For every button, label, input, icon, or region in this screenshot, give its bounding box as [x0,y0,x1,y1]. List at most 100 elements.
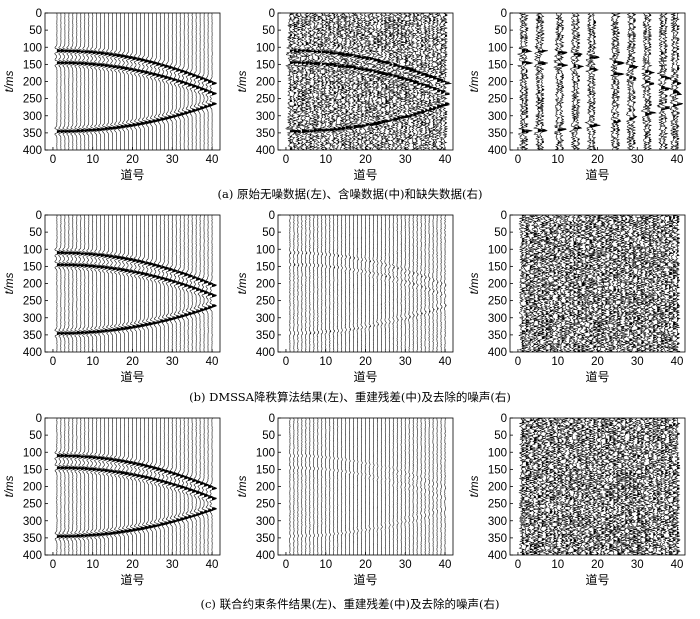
trace-26 [153,418,162,555]
trace-25 [149,13,158,150]
trace-28 [392,13,405,150]
y-tick-label: 300 [488,111,507,123]
y-tick-label: 200 [23,77,42,89]
trace-9 [549,418,558,555]
trace-fill-29 [633,422,637,555]
wiggle-traces [54,418,217,555]
trace-fill-30 [172,472,177,523]
trace-28 [161,418,170,555]
trace-fill-11 [561,20,568,150]
y-tick-label: 350 [488,128,507,140]
y-tick-label: 150 [23,261,42,273]
trace-27 [157,13,166,150]
trace-7 [312,418,315,555]
trace-fill-32 [413,13,420,150]
trace-fill-37 [665,216,668,348]
trace-20 [593,418,601,555]
y-axis-label: t/ms [237,272,249,294]
trace-15 [344,215,347,352]
y-tick-label: 400 [256,550,275,562]
trace-fill-28 [164,65,169,120]
wiggle-traces [284,13,452,150]
trace-14 [106,13,114,150]
trace-37 [197,215,206,352]
x-tick-label: 10 [86,559,99,571]
y-tick-label: 0 [269,8,275,20]
y-tick-label: 50 [262,430,275,442]
y-axis-label: t/ms [237,475,249,497]
trace-fill-29 [633,220,637,348]
trace-fill-31 [641,418,645,555]
y-tick-label: 100 [23,244,42,256]
x-tick-label: 0 [515,154,521,166]
trace-40 [209,215,217,352]
trace-11 [328,215,332,352]
trace-fill-14 [573,418,577,553]
y-tick-label: 150 [256,464,275,476]
caption-row-a: (a) 原始无噪数据(左)、含噪数据(中)和缺失数据(右) [217,187,483,201]
x-axis-label: 道号 [353,370,377,384]
trace-fill-1 [521,14,527,148]
trace-fill-24 [381,15,388,148]
trace-18 [356,215,359,352]
x-tick-label: 0 [50,154,56,166]
y-tick-label: 200 [256,279,275,291]
trace-5 [70,13,79,150]
trace-37 [197,418,206,555]
x-tick-label: 30 [166,356,179,368]
trace-fill-27 [625,418,629,549]
y-tick-label: 350 [23,533,42,545]
trace-38 [436,215,439,352]
trace-3 [296,215,300,352]
y-tick-label: 100 [256,447,275,459]
trace-20 [129,13,138,150]
x-tick-label: 30 [631,356,644,368]
trace-37 [660,13,672,150]
trace-28 [161,215,170,352]
trace-17 [352,418,355,555]
trace-24 [609,215,618,352]
trace-37 [661,215,669,352]
panel-r0-c0: 0 50 100 150 200 250 300 350 400 0 10 20 30 40 t/ms 道号 [4,8,221,182]
y-tick-label: 350 [256,533,275,545]
panel-r1-c0: 0 50 100 150 200 250 300 350 400 0 10 20 30 40 t/ms 道号 [4,210,221,384]
trace-38 [665,215,673,352]
trace-22 [372,418,375,555]
y-tick-label: 150 [23,464,42,476]
trace-3 [526,215,534,352]
trace-33 [413,13,423,150]
trace-fill-1 [521,215,525,352]
trace-fill-15 [577,215,581,352]
y-tick-label: 400 [488,550,507,562]
trace-fill-40 [677,13,683,149]
trace-fill-33 [649,215,652,352]
trace-fill-22 [140,58,145,125]
x-axis-label: 道号 [585,370,609,384]
y-tick-label: 200 [488,279,507,291]
trace-fill-19 [593,419,597,555]
trace-37 [197,13,206,150]
y-tick-label: 250 [23,94,42,106]
wiggle-traces [289,215,447,352]
trace-35 [424,215,427,352]
trace-fill-22 [605,216,609,350]
trace-21 [133,13,142,150]
trace-fill-35 [657,215,660,352]
trace-fill-28 [629,215,633,352]
y-tick-label: 0 [36,210,42,222]
y-tick-label: 150 [256,59,275,71]
trace-fill-6 [541,418,545,555]
x-tick-label: 40 [439,559,452,571]
trace-5 [305,215,308,352]
trace-38 [436,418,439,555]
trace-fill-21 [601,217,605,352]
wiggle-traces [54,13,217,150]
trace-23 [376,418,379,555]
y-tick-label: 50 [494,25,507,37]
trace-fill-32 [180,474,185,521]
trace-1 [289,215,292,352]
trace-15 [344,418,347,555]
y-axis-label: t/ms [4,70,16,92]
trace-38 [201,13,210,150]
